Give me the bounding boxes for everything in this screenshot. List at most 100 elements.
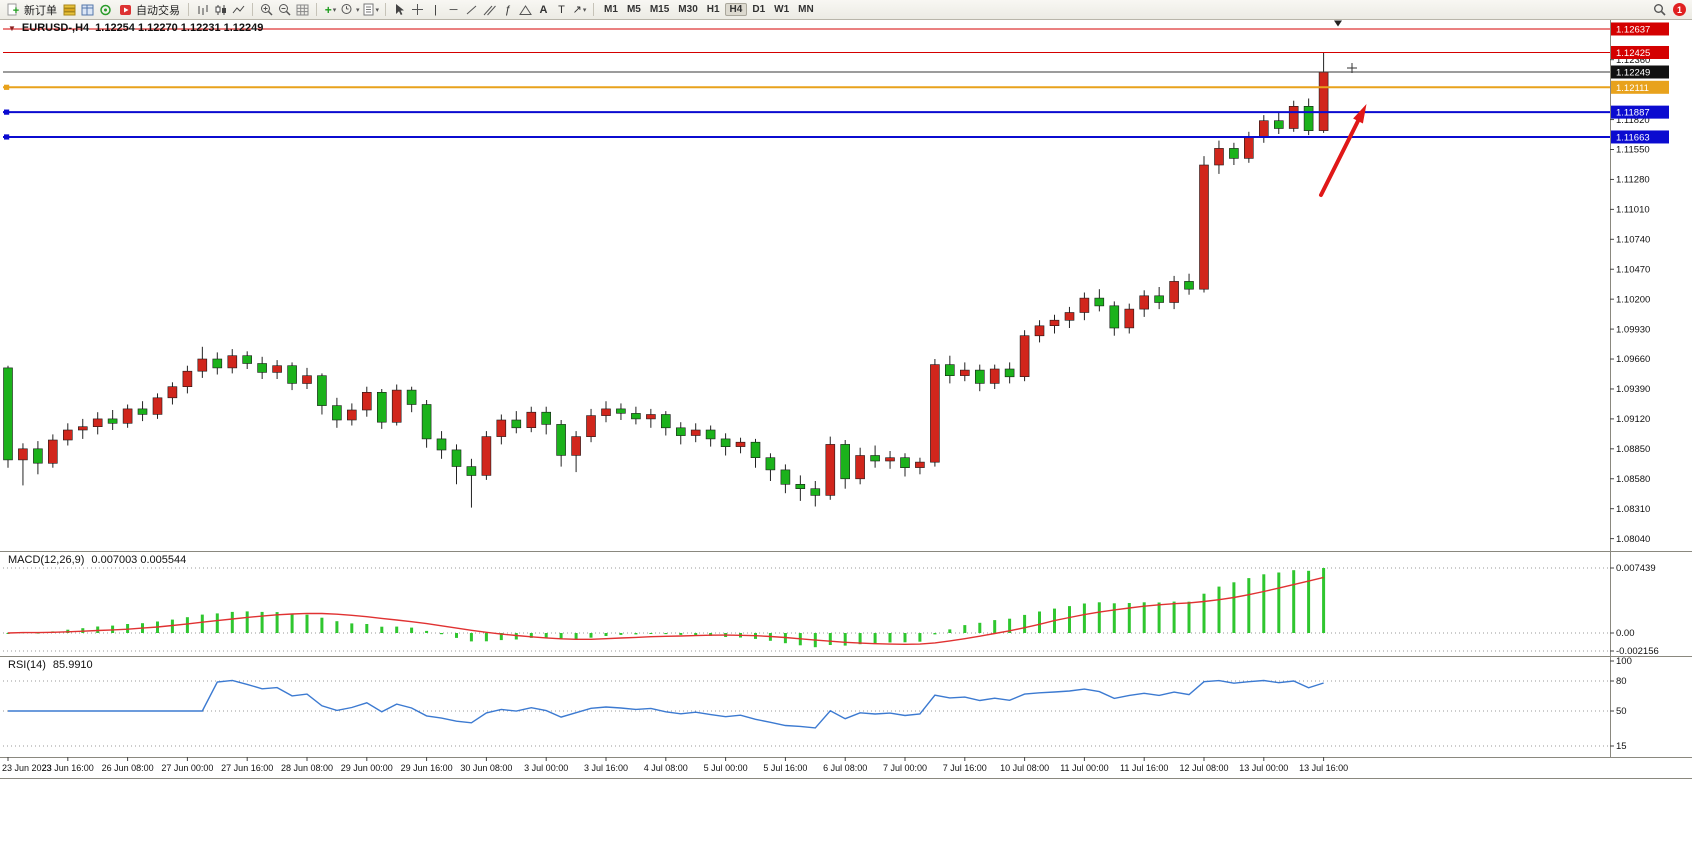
price-levels: 1.12637 1.12425 1.12249 1.12111 1.11887 1.116… bbox=[3, 22, 1669, 144]
chart-shift-marker[interactable] bbox=[1334, 20, 1342, 27]
price-tag bbox=[1611, 80, 1669, 94]
notification-badge[interactable]: 1 bbox=[1673, 3, 1686, 16]
candle-body bbox=[1019, 335, 1030, 378]
svg-text:12 Jul 08:00: 12 Jul 08:00 bbox=[1179, 763, 1228, 773]
candle-body bbox=[287, 365, 297, 384]
svg-text:11 Jul 00:00: 11 Jul 00:00 bbox=[1060, 763, 1108, 773]
horizontal-line-icon[interactable]: ─ bbox=[449, 3, 458, 16]
timeframe-m15[interactable]: M15 bbox=[649, 4, 670, 15]
rsi-label: RSI(14) 85.9910 bbox=[8, 659, 93, 671]
channel-icon[interactable] bbox=[482, 2, 497, 17]
timeframe-h4[interactable]: H4 bbox=[724, 3, 748, 16]
candle-body bbox=[436, 438, 447, 451]
svg-text:1.08850: 1.08850 bbox=[1616, 444, 1650, 455]
candle-body bbox=[660, 414, 671, 429]
candle-body bbox=[197, 358, 208, 372]
timeframe-m1[interactable]: M1 bbox=[604, 4, 618, 15]
svg-text:3 Jul 00:00: 3 Jul 00:00 bbox=[524, 763, 568, 773]
price-tag bbox=[1611, 65, 1669, 79]
candle-body bbox=[1274, 120, 1284, 129]
shapes-icon[interactable] bbox=[518, 2, 533, 17]
svg-text:13 Jul 00:00: 13 Jul 00:00 bbox=[1239, 763, 1288, 773]
line-handle[interactable] bbox=[4, 134, 10, 140]
timeframe-m5[interactable]: M5 bbox=[626, 4, 641, 15]
svg-text:80: 80 bbox=[1616, 676, 1627, 687]
svg-text:1.11280: 1.11280 bbox=[1616, 175, 1650, 186]
zoom-out-icon[interactable] bbox=[277, 2, 292, 17]
candle-body bbox=[1004, 368, 1015, 378]
svg-text:0.00: 0.00 bbox=[1616, 628, 1635, 639]
candle-body bbox=[62, 429, 73, 441]
latest-price-marker bbox=[1347, 63, 1357, 73]
svg-text:29 Jun 16:00: 29 Jun 16:00 bbox=[401, 763, 453, 773]
timeframe-h1[interactable]: H1 bbox=[706, 4, 720, 15]
toolbar-separator bbox=[252, 3, 253, 16]
candle-body bbox=[1154, 295, 1164, 303]
candle-body bbox=[959, 369, 970, 376]
line-handle[interactable] bbox=[4, 84, 10, 90]
zoom-in-icon[interactable] bbox=[259, 2, 274, 17]
svg-text:100: 100 bbox=[1616, 656, 1632, 667]
market-watch-icon[interactable] bbox=[80, 2, 95, 17]
indicators-add-icon[interactable]: + ▾ bbox=[324, 2, 337, 17]
candle-body bbox=[257, 363, 267, 373]
auto-trading-button[interactable]: 自动交易 bbox=[116, 2, 182, 18]
text-label-icon[interactable]: T bbox=[558, 3, 565, 16]
candle-body bbox=[825, 444, 836, 496]
candle-body bbox=[944, 364, 955, 377]
candle-body bbox=[1064, 312, 1075, 321]
timeframe-w1[interactable]: W1 bbox=[774, 4, 790, 15]
annotation-arrow[interactable] bbox=[1319, 104, 1367, 197]
candle-body bbox=[705, 429, 716, 440]
toolbar: + 新订单 自动交易 + ▾ ▾ ▾ | ─ ƒ A T ↗ ▾ bbox=[0, 0, 1692, 20]
template-icon[interactable]: ▾ bbox=[363, 2, 379, 17]
cursor-icon[interactable] bbox=[392, 2, 407, 17]
search-icon[interactable] bbox=[1652, 2, 1667, 17]
svg-text:-0.002156: -0.002156 bbox=[1616, 646, 1659, 657]
svg-text:13 Jul 16:00: 13 Jul 16:00 bbox=[1299, 763, 1348, 773]
candle-body bbox=[1034, 325, 1045, 337]
svg-text:15: 15 bbox=[1616, 741, 1627, 752]
svg-text:1.08040: 1.08040 bbox=[1616, 534, 1650, 545]
trendline-icon[interactable] bbox=[464, 2, 479, 17]
grid-icon[interactable] bbox=[295, 2, 310, 17]
candle-body bbox=[33, 448, 43, 464]
timeframe-mn[interactable]: MN bbox=[798, 4, 814, 15]
new-order-button[interactable]: + 新订单 bbox=[4, 2, 59, 18]
profiles-icon[interactable] bbox=[62, 2, 77, 17]
timeframe-d1[interactable]: D1 bbox=[752, 4, 766, 15]
period-icon[interactable]: ▾ bbox=[341, 2, 360, 17]
line-chart-icon[interactable] bbox=[231, 2, 246, 17]
candle-body bbox=[182, 370, 193, 388]
macd-values: 0.007003 0.005544 bbox=[91, 554, 187, 566]
bar-chart-icon[interactable] bbox=[195, 2, 210, 17]
alerts-icon[interactable] bbox=[98, 2, 113, 17]
arrows-icon[interactable]: ↗ ▾ bbox=[572, 4, 587, 16]
crosshair-icon[interactable] bbox=[410, 2, 425, 17]
svg-text:+: + bbox=[12, 5, 18, 16]
svg-text:1.10470: 1.10470 bbox=[1616, 264, 1650, 275]
line-handle[interactable] bbox=[4, 109, 10, 115]
candle-body bbox=[167, 386, 178, 399]
vertical-line-icon[interactable]: | bbox=[434, 3, 437, 16]
svg-text:1.09930: 1.09930 bbox=[1616, 324, 1650, 335]
price-tag-label: 1.12249 bbox=[1616, 68, 1650, 79]
candle-body bbox=[481, 436, 492, 476]
svg-text:28 Jun 08:00: 28 Jun 08:00 bbox=[281, 763, 333, 773]
candle-body bbox=[780, 469, 791, 485]
toolbar-right: 1 bbox=[1652, 2, 1688, 17]
text-icon[interactable]: A bbox=[539, 3, 548, 16]
candle-body bbox=[332, 405, 342, 421]
price-tag-label: 1.12111 bbox=[1616, 83, 1649, 94]
candle-body bbox=[1229, 148, 1239, 159]
fibonacci-icon[interactable]: ƒ bbox=[504, 3, 511, 16]
candlestick-chart-icon[interactable] bbox=[213, 2, 228, 17]
timeframe-m30[interactable]: M30 bbox=[678, 4, 698, 15]
svg-text:6 Jul 08:00: 6 Jul 08:00 bbox=[823, 763, 867, 773]
candle-body bbox=[317, 375, 327, 406]
candle-body bbox=[107, 418, 118, 424]
candle-body bbox=[406, 389, 417, 405]
candle-body bbox=[511, 419, 522, 429]
rsi-line bbox=[8, 679, 1324, 729]
